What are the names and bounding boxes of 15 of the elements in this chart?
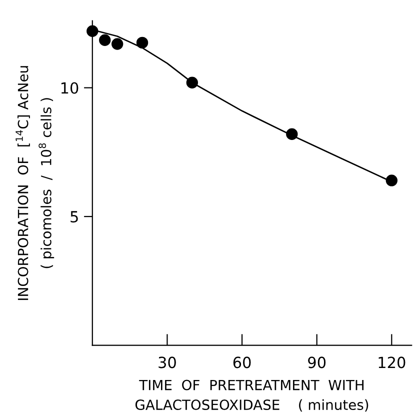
point bbox=[99, 34, 111, 46]
text: INCORPORATION OF [$^{14}$C] AcNeu ( picomoles / 10$^{8}$ cells ) bbox=[16, 66, 54, 300]
y-tick-label: 5 bbox=[70, 211, 78, 223]
point bbox=[111, 38, 124, 50]
x-tick-label: 120 bbox=[378, 356, 406, 368]
x-tick-label: 60 bbox=[233, 356, 251, 368]
point bbox=[86, 25, 98, 37]
point bbox=[136, 36, 148, 49]
point bbox=[286, 128, 298, 140]
point bbox=[186, 76, 198, 88]
x-tick-label: 30 bbox=[158, 356, 176, 368]
x-axis-title: TIME OF PRETREATMENT WITH GALACTOSEOXIDASE ( minutes) bbox=[135, 380, 368, 412]
y-tick-label: 10 bbox=[61, 82, 78, 94]
point bbox=[386, 174, 398, 186]
x-tick-label: 90 bbox=[308, 356, 326, 368]
